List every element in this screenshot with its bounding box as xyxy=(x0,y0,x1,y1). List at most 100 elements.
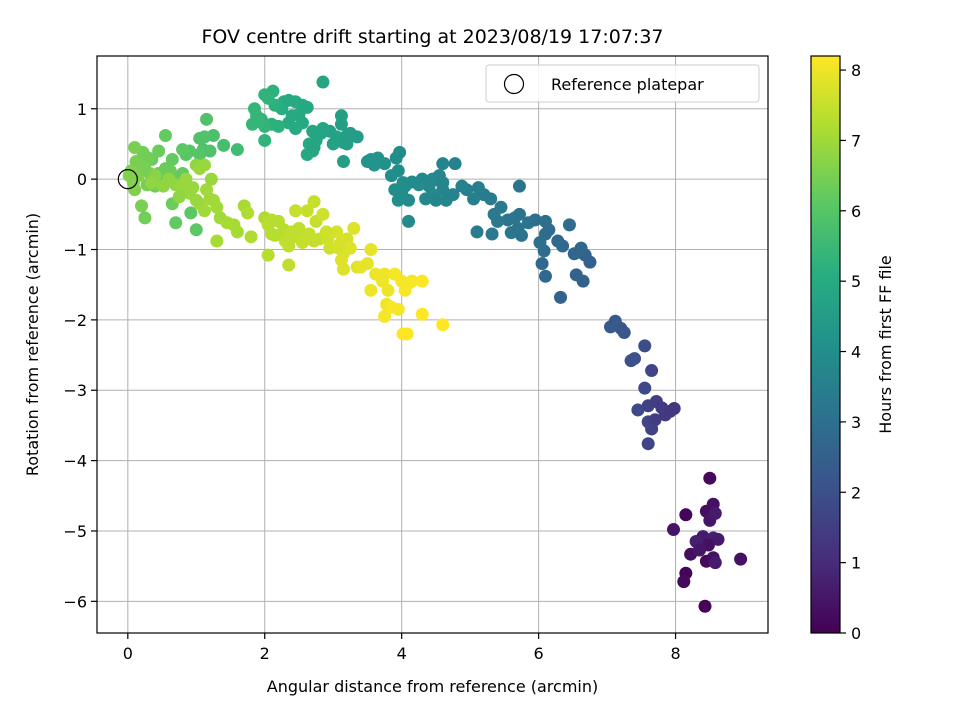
data-point xyxy=(494,200,508,214)
colorbar-tick-label: 2 xyxy=(851,483,861,502)
colorbar-tick-label: 8 xyxy=(851,61,861,80)
data-point xyxy=(158,129,172,143)
data-point xyxy=(241,206,255,220)
data-point xyxy=(189,223,203,237)
data-point xyxy=(282,258,296,272)
data-point xyxy=(217,138,231,152)
data-point xyxy=(319,225,333,239)
data-point xyxy=(512,207,526,221)
data-point xyxy=(128,183,142,197)
data-point xyxy=(535,257,549,271)
reference-marker xyxy=(117,169,138,190)
data-point xyxy=(426,172,439,186)
y-axis-label: Rotation from reference (arcmin) xyxy=(23,213,42,476)
data-point xyxy=(455,179,469,193)
x-tick-label: 8 xyxy=(670,644,680,663)
y-tick-label: −2 xyxy=(63,311,87,330)
data-point xyxy=(703,471,717,485)
data-point xyxy=(667,523,681,537)
data-point xyxy=(485,227,499,241)
data-point xyxy=(381,283,395,297)
y-tick-label: 1 xyxy=(77,100,87,119)
colorbar-tick-label: 0 xyxy=(851,624,861,643)
data-point xyxy=(436,318,450,332)
data-point xyxy=(258,133,272,147)
data-point xyxy=(471,181,485,195)
data-point xyxy=(562,218,576,232)
data-point xyxy=(323,241,337,255)
y-tick-label: −6 xyxy=(63,592,87,611)
data-point xyxy=(172,190,186,204)
colorbar-tick-label: 6 xyxy=(851,202,861,221)
data-point xyxy=(203,144,217,158)
data-point xyxy=(289,95,303,109)
data-point xyxy=(378,267,392,281)
data-point xyxy=(528,213,542,227)
data-point xyxy=(641,437,655,451)
data-point xyxy=(300,100,314,114)
data-point xyxy=(367,158,381,172)
data-point xyxy=(693,543,707,557)
plot-frame xyxy=(96,55,769,634)
data-point xyxy=(200,112,214,126)
colorbar-tick-label: 1 xyxy=(851,554,861,573)
data-point xyxy=(138,211,152,225)
legend-reference-marker xyxy=(503,73,525,95)
data-point xyxy=(378,309,392,323)
data-point xyxy=(261,91,275,105)
y-tick-label: −5 xyxy=(63,522,87,541)
data-point xyxy=(186,181,200,195)
data-point xyxy=(574,241,588,255)
data-point xyxy=(388,267,402,281)
data-point xyxy=(193,131,207,145)
data-point xyxy=(396,176,410,190)
legend-box xyxy=(485,64,760,103)
data-point xyxy=(439,193,453,207)
data-point xyxy=(244,230,258,244)
y-tick-label: −1 xyxy=(63,241,87,260)
data-point xyxy=(271,119,285,133)
colorbar-tick-label: 4 xyxy=(851,343,861,362)
data-point xyxy=(512,179,526,193)
colorbar-tick-label: 3 xyxy=(851,413,861,432)
data-point xyxy=(467,192,481,206)
data-point xyxy=(679,508,693,522)
data-point xyxy=(415,274,429,288)
x-tick-label: 2 xyxy=(260,644,270,663)
data-point xyxy=(569,268,583,282)
data-point xyxy=(608,314,622,328)
data-point xyxy=(282,239,296,253)
data-point xyxy=(501,213,515,227)
data-point xyxy=(708,556,722,570)
data-point xyxy=(538,214,552,228)
data-point xyxy=(638,381,652,395)
data-point xyxy=(436,176,450,190)
data-point xyxy=(282,116,296,130)
y-tick-label: −3 xyxy=(63,381,87,400)
legend-entry-reference: Reference platepar xyxy=(551,75,704,94)
data-point xyxy=(332,241,346,255)
data-point xyxy=(336,262,350,276)
data-point xyxy=(336,155,350,169)
data-point xyxy=(316,207,330,221)
data-point xyxy=(330,225,344,239)
data-point xyxy=(645,364,659,378)
x-tick-label: 4 xyxy=(397,644,407,663)
data-point xyxy=(340,129,354,143)
x-tick-label: 0 xyxy=(123,644,133,663)
data-point xyxy=(677,575,691,589)
data-point xyxy=(265,227,279,241)
data-point xyxy=(289,204,303,218)
data-point xyxy=(193,148,207,162)
x-axis-label: Angular distance from reference (arcmin) xyxy=(267,677,598,696)
colorbar xyxy=(810,55,841,634)
y-tick-label: −4 xyxy=(63,452,87,471)
data-point xyxy=(419,192,433,206)
data-point xyxy=(533,235,547,249)
data-point xyxy=(393,145,407,159)
data-point xyxy=(197,158,211,172)
data-point xyxy=(402,214,416,228)
y-axis-ticks: 1 0 −1 −2 −3 −4 −5 −6 xyxy=(63,100,97,611)
data-point xyxy=(734,552,748,566)
